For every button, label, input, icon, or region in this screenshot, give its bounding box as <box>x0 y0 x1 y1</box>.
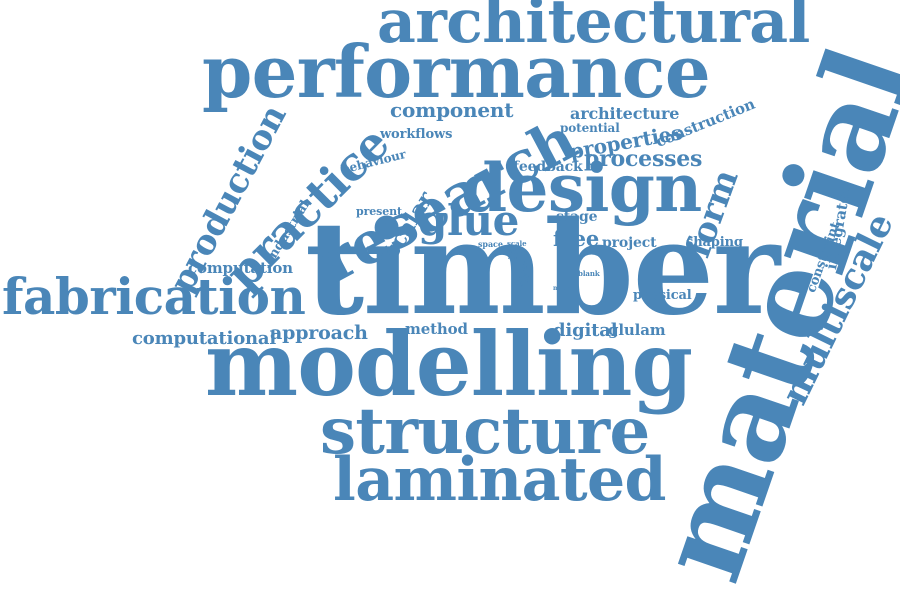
word-method: method <box>405 320 468 338</box>
word-feedback: feedback <box>513 159 583 175</box>
word-performance: performance <box>202 29 711 114</box>
word-space: space <box>478 239 503 249</box>
word-focus: focus <box>504 247 525 256</box>
word-architectural: architectural <box>377 0 810 57</box>
word-potential: potential <box>560 121 620 135</box>
word-structure: structure <box>320 394 650 469</box>
word-computation: computation <box>188 259 293 277</box>
word-free: free <box>553 226 599 251</box>
word-glulam: glulam <box>608 321 666 339</box>
word-aim: aim <box>508 255 519 261</box>
word-model: model <box>553 285 574 292</box>
word-laminated: laminated <box>333 445 667 515</box>
word-shaping: shaping <box>686 235 743 250</box>
word-timber: timber <box>305 194 780 344</box>
word-present: present <box>356 205 402 218</box>
word-processes: processes <box>584 146 703 172</box>
word-design: design <box>461 149 702 227</box>
word-computational: computational <box>132 328 277 349</box>
word-glue: glue <box>418 196 519 245</box>
word-blank: blank <box>578 269 600 278</box>
word-fabrication: fabrication <box>2 267 306 326</box>
word-stage: stage <box>556 209 598 225</box>
word-architecture: architecture <box>570 104 680 123</box>
word-modelling: modelling <box>205 312 693 416</box>
word-component: component <box>390 98 514 122</box>
word-scale: scale <box>507 239 527 248</box>
word-approach: approach <box>270 322 368 344</box>
word-workflows: workflows <box>380 127 453 142</box>
word-digital: digital <box>553 320 618 341</box>
word-project: project <box>602 235 657 251</box>
word-physical: physical <box>633 288 692 303</box>
